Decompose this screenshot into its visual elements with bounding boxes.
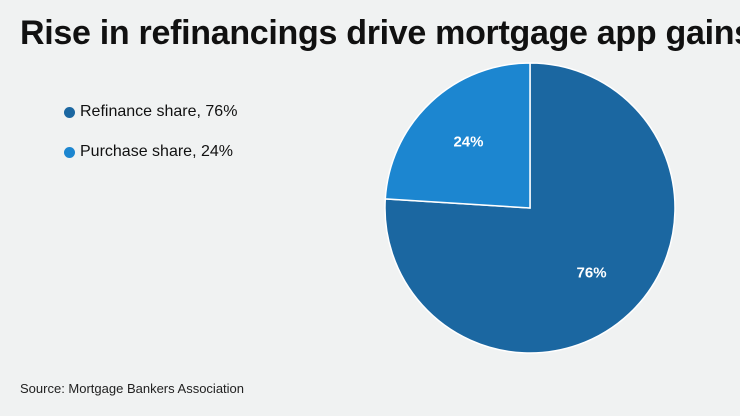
legend-item-purchase: Purchase share, 24% bbox=[64, 142, 237, 162]
legend-swatch-purchase bbox=[64, 146, 75, 158]
legend-swatch-refinance bbox=[64, 106, 75, 118]
chart-legend: Refinance share, 76% Purchase share, 24% bbox=[64, 102, 237, 182]
source-note: Source: Mortgage Bankers Association bbox=[20, 381, 245, 396]
legend-label-purchase: Purchase share, 24% bbox=[80, 143, 233, 160]
pie-label-purchase-share: 24% bbox=[453, 133, 483, 150]
legend-label-refinance: Refinance share, 76% bbox=[80, 103, 238, 120]
legend-item-refinance: Refinance share, 76% bbox=[64, 102, 237, 122]
pie-label-refinance-share: 76% bbox=[577, 265, 607, 282]
chart-title: Rise in refinancings drive mortgage app … bbox=[20, 14, 740, 52]
pie-slice-purchase-share bbox=[384, 62, 531, 209]
